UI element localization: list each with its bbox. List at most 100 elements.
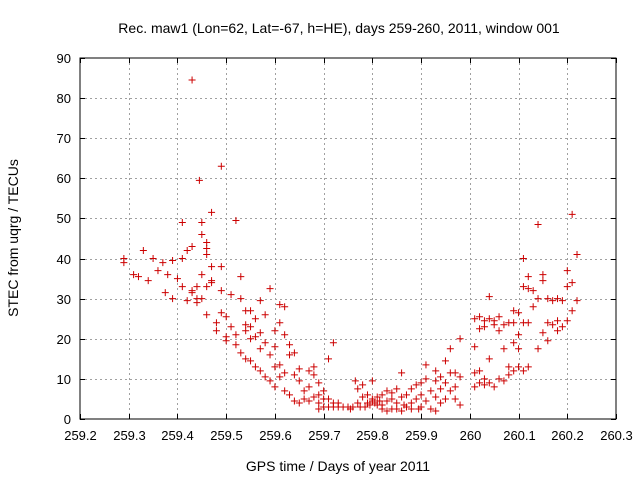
x-tick-label: 259.5 — [210, 428, 243, 443]
data-point — [524, 319, 532, 327]
data-point — [441, 379, 449, 387]
data-point — [388, 389, 396, 397]
data-point — [476, 325, 484, 333]
plot-frame — [79, 57, 617, 420]
y-tick-label: 30 — [57, 292, 71, 307]
data-point — [398, 393, 406, 401]
data-point — [361, 403, 369, 411]
y-tick-label: 60 — [57, 171, 71, 186]
data-point — [310, 371, 318, 379]
data-point — [154, 267, 162, 275]
x-tick-label: 260 — [460, 428, 482, 443]
data-point — [203, 311, 211, 319]
data-point — [407, 385, 415, 393]
data-point — [437, 373, 445, 381]
x-tick-label: 260.3 — [600, 428, 633, 443]
data-point — [251, 333, 259, 341]
data-point — [217, 309, 225, 317]
data-point — [422, 375, 430, 383]
y-tick-label: 50 — [57, 211, 71, 226]
data-point — [178, 255, 186, 263]
data-point — [281, 331, 289, 339]
data-point — [276, 373, 284, 381]
data-point — [130, 271, 138, 279]
data-point — [398, 369, 406, 377]
data-point — [519, 367, 527, 375]
x-tick-label: 260.2 — [551, 428, 584, 443]
data-point — [256, 345, 264, 353]
data-point — [242, 327, 250, 335]
data-point — [471, 343, 479, 351]
data-point — [315, 379, 323, 387]
data-point — [476, 367, 484, 375]
data-point — [178, 218, 186, 226]
data-point — [227, 291, 235, 299]
data-point — [398, 407, 406, 415]
data-point — [295, 377, 303, 385]
data-point — [261, 339, 269, 347]
data-point — [198, 271, 206, 279]
data-point — [554, 295, 562, 303]
data-point — [437, 399, 445, 407]
y-tick-label: 40 — [57, 252, 71, 267]
data-point — [432, 377, 440, 385]
x-tick-label: 259.2 — [64, 428, 97, 443]
data-point — [524, 285, 532, 293]
data-point — [188, 287, 196, 295]
data-point — [198, 218, 206, 226]
data-point — [247, 335, 255, 343]
data-point — [456, 373, 464, 381]
data-point — [232, 216, 240, 224]
data-point — [407, 399, 415, 407]
data-point — [417, 403, 425, 411]
data-point — [305, 383, 313, 391]
data-point — [539, 329, 547, 337]
grid-lines — [80, 58, 616, 419]
data-point — [188, 76, 196, 84]
data-point — [549, 321, 557, 329]
data-point — [290, 371, 298, 379]
data-point — [222, 313, 230, 321]
data-point — [471, 315, 479, 323]
data-point — [437, 385, 445, 393]
data-point — [266, 285, 274, 293]
data-point — [510, 339, 518, 347]
data-point — [402, 391, 410, 399]
data-point — [563, 283, 571, 291]
data-point — [325, 395, 333, 403]
data-point — [432, 393, 440, 401]
data-point — [378, 405, 386, 413]
data-point — [534, 295, 542, 303]
data-point — [363, 391, 371, 399]
y-axis-label: STEC from uqrg / TECUs — [5, 159, 21, 317]
data-point — [203, 245, 211, 253]
data-point — [271, 343, 279, 351]
data-point — [427, 387, 435, 395]
data-point — [373, 393, 381, 401]
data-point — [422, 397, 430, 405]
data-point — [208, 263, 216, 271]
data-point — [529, 303, 537, 311]
data-point — [456, 401, 464, 409]
data-point — [480, 323, 488, 331]
data-point — [568, 279, 576, 287]
data-point — [325, 355, 333, 363]
data-point — [534, 220, 542, 228]
data-point — [480, 381, 488, 389]
data-point — [286, 391, 294, 399]
y-tick-label: 20 — [57, 332, 71, 347]
data-point — [203, 283, 211, 291]
data-point — [159, 259, 167, 267]
data-point — [354, 399, 362, 407]
data-point — [402, 403, 410, 411]
data-point — [242, 321, 250, 329]
data-point — [427, 405, 435, 413]
data-point — [505, 371, 513, 379]
data-point — [383, 397, 391, 405]
data-point — [495, 327, 503, 335]
data-point — [203, 239, 211, 247]
x-tick-label: 259.6 — [259, 428, 292, 443]
data-point — [407, 405, 415, 413]
data-point — [198, 230, 206, 238]
data-point — [417, 391, 425, 399]
